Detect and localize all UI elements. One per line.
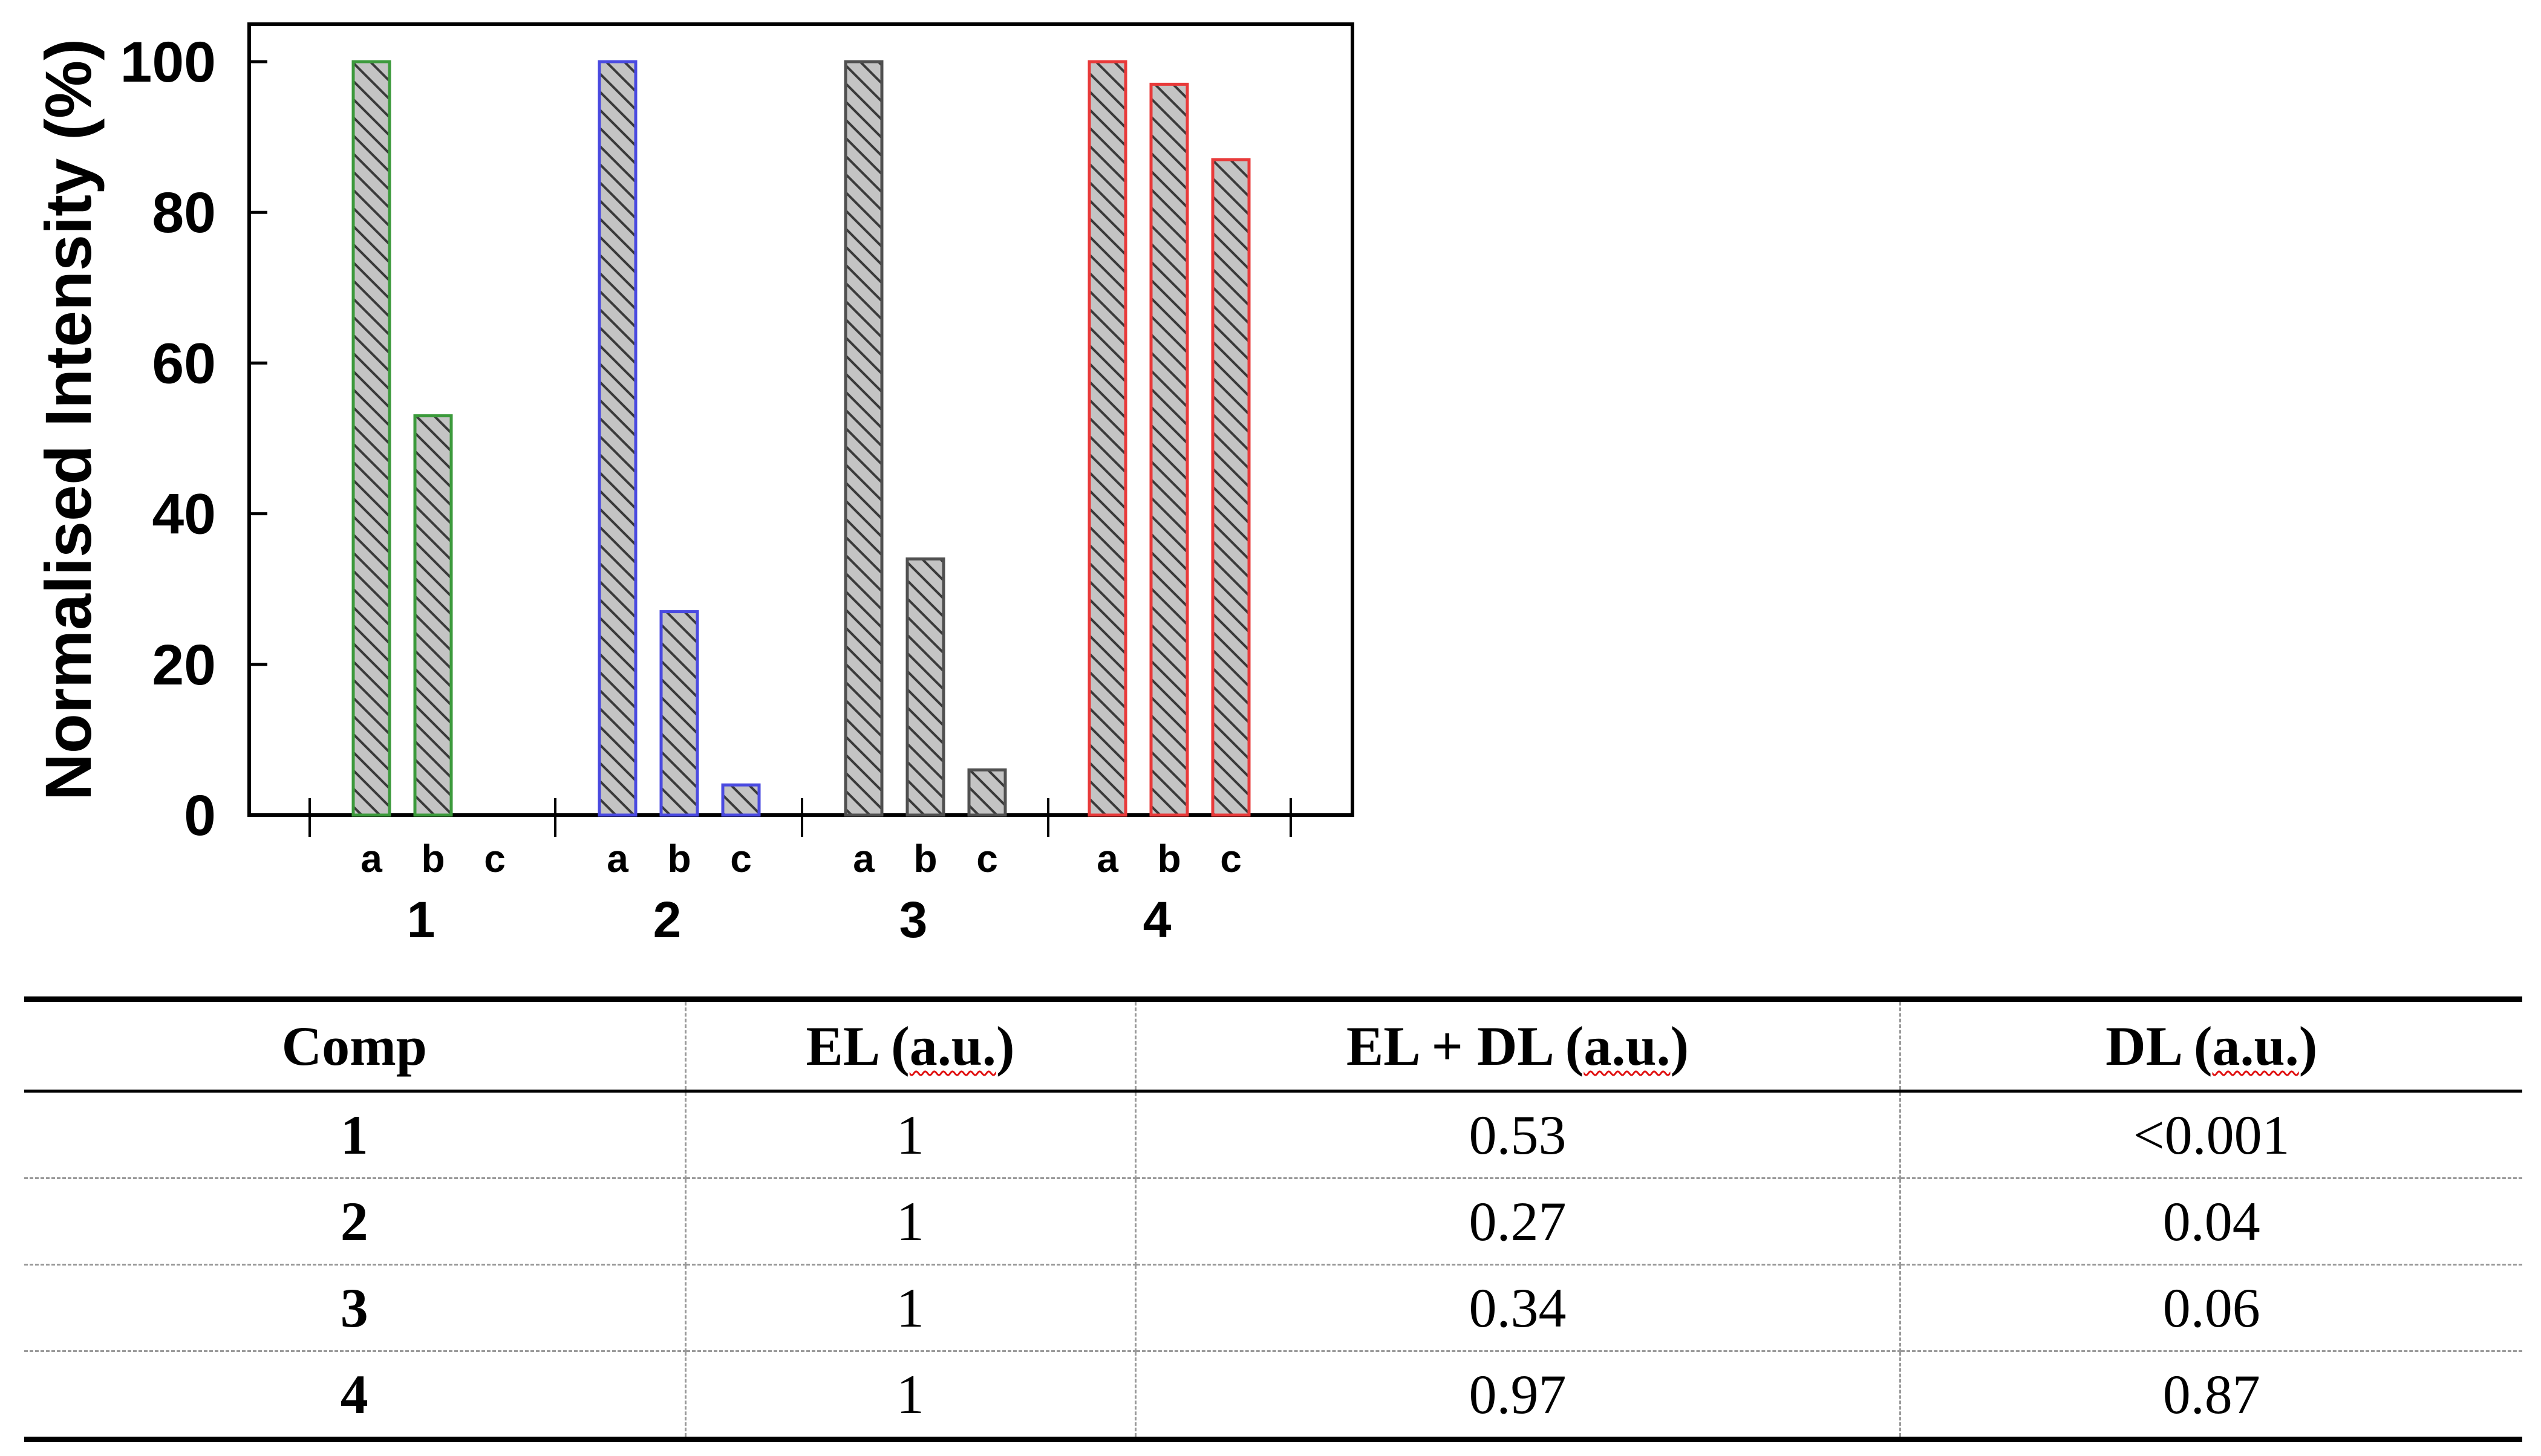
header-dl: DL (a.u.) (1899, 999, 2522, 1093)
el-dl-cell: 0.34 (1134, 1264, 1901, 1352)
x-sublabel: a (1097, 837, 1118, 880)
x-axis (308, 798, 1292, 837)
x-group-label: 1 (407, 891, 435, 948)
header-el-close: ) (996, 1015, 1015, 1077)
el-dl-cell: 0.97 (1134, 1351, 1901, 1440)
x-sublabel: b (913, 837, 937, 880)
x-axis-labels: a b c1a b c2a b c3a b c4 (360, 837, 1242, 948)
x-sublabel: c (976, 837, 998, 880)
header-el: EL (a.u.) (684, 999, 1137, 1093)
x-sublabel: b (421, 837, 445, 880)
x-sublabel: a (853, 837, 875, 880)
dl-cell: 0.04 (1899, 1178, 2522, 1266)
dl-cell: 0.06 (1899, 1264, 2522, 1352)
x-sublabel: c (484, 837, 506, 880)
bar-4-a (1088, 60, 1127, 817)
header-el-dl-text: EL + DL ( (1346, 1015, 1584, 1077)
bar-3-a (844, 60, 884, 817)
bars (351, 60, 1251, 817)
dl-cell: 0.87 (1899, 1351, 2522, 1440)
table-header-row: Comp EL (a.u.) EL + DL (a.u.) DL (a.u.) (24, 999, 2522, 1093)
table-row: 3 1 0.34 0.06 (24, 1264, 2522, 1352)
bar-4-b (1149, 82, 1189, 817)
x-group-label: 3 (899, 891, 928, 948)
y-axis: 0 20 40 60 80 100 (120, 30, 267, 848)
table-row: 1 1 0.53 <0.001 (24, 1091, 2522, 1179)
bar-2-a (598, 60, 638, 817)
bar-2-c (721, 783, 761, 817)
el-cell: 1 (684, 1178, 1137, 1266)
header-dl-unit: a.u. (2212, 1015, 2299, 1077)
header-el-dl-close: ) (1670, 1015, 1689, 1077)
bar-3-c (967, 768, 1007, 817)
el-cell: 1 (684, 1091, 1137, 1179)
dl-cell: <0.001 (1899, 1091, 2522, 1179)
header-dl-close: ) (2298, 1015, 2318, 1077)
y-axis-title: Normalised Intensity (%) (31, 39, 105, 801)
comp-cell: 3 (24, 1264, 687, 1352)
y-tick-label: 60 (152, 331, 216, 395)
y-tick-label: 0 (184, 784, 216, 848)
y-tick-label: 100 (120, 30, 216, 94)
y-tick-label: 80 (152, 181, 216, 245)
bar-4-c (1211, 158, 1251, 817)
header-comp: Comp (24, 999, 687, 1093)
x-sublabel: b (1157, 837, 1181, 880)
comp-cell: 2 (24, 1178, 687, 1266)
header-el-text: EL ( (806, 1015, 910, 1077)
header-dl-text: DL ( (2106, 1015, 2213, 1077)
y-tick-label: 20 (152, 633, 216, 697)
bar-2-b (659, 610, 699, 817)
el-dl-cell: 0.53 (1134, 1091, 1901, 1179)
header-el-unit: a.u. (909, 1015, 996, 1077)
header-el-dl: EL + DL (a.u.) (1134, 999, 1901, 1093)
x-sublabel: b (667, 837, 691, 880)
x-sublabel: c (730, 837, 752, 880)
x-group-label: 2 (653, 891, 682, 948)
x-sublabel: a (607, 837, 628, 880)
x-sublabel: c (1220, 837, 1242, 880)
el-cell: 1 (684, 1264, 1137, 1352)
header-el-dl-unit: a.u. (1584, 1015, 1671, 1077)
table-row: 4 1 0.97 0.87 (24, 1351, 2522, 1440)
el-cell: 1 (684, 1351, 1137, 1440)
el-dl-cell: 0.27 (1134, 1178, 1901, 1266)
x-group-label: 4 (1143, 891, 1172, 948)
results-table: Comp EL (a.u.) EL + DL (a.u.) DL (a.u.) … (24, 996, 2522, 1442)
bar-1-a (351, 60, 391, 817)
bar-1-b (413, 414, 453, 817)
x-sublabel: a (360, 837, 382, 880)
comp-cell: 4 (24, 1351, 687, 1440)
y-tick-label: 40 (152, 483, 216, 547)
table-row: 2 1 0.27 0.04 (24, 1178, 2522, 1266)
comp-cell: 1 (24, 1091, 687, 1179)
bar-3-b (905, 557, 945, 817)
